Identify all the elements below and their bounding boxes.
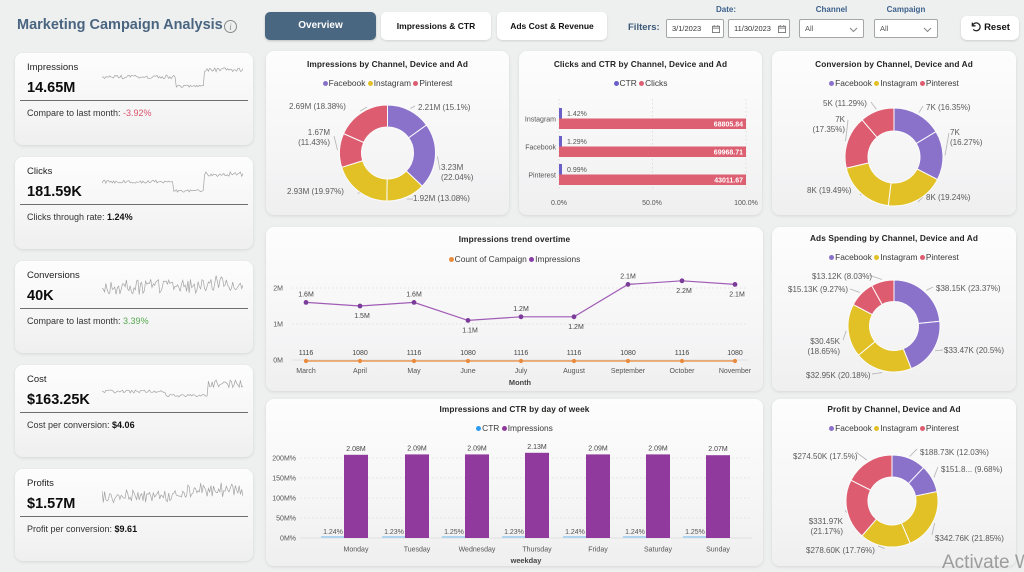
svg-text:Wednesday: Wednesday bbox=[459, 547, 496, 554]
svg-text:0.0%: 0.0% bbox=[551, 200, 567, 207]
svg-text:1.5M: 1.5M bbox=[354, 313, 370, 320]
svg-text:50.0%: 50.0% bbox=[642, 200, 662, 207]
svg-text:weekday: weekday bbox=[510, 556, 543, 565]
svg-text:1116: 1116 bbox=[299, 350, 314, 357]
svg-text:1116: 1116 bbox=[407, 350, 422, 357]
svg-text:0.99%: 0.99% bbox=[567, 167, 587, 174]
svg-text:1.23%: 1.23% bbox=[504, 529, 524, 536]
svg-text:May: May bbox=[407, 368, 421, 375]
svg-text:0M: 0M bbox=[273, 358, 283, 365]
svg-text:100.0%: 100.0% bbox=[734, 200, 758, 207]
svg-text:2.08M: 2.08M bbox=[346, 446, 366, 453]
svg-text:1.25%: 1.25% bbox=[444, 529, 464, 536]
svg-text:2.09M: 2.09M bbox=[407, 445, 427, 452]
svg-text:100M%: 100M% bbox=[272, 496, 296, 503]
svg-text:1.24%: 1.24% bbox=[323, 529, 343, 536]
svg-text:200M%: 200M% bbox=[272, 456, 296, 463]
svg-text:1.2M: 1.2M bbox=[513, 306, 529, 313]
svg-text:1.6M: 1.6M bbox=[298, 291, 314, 298]
svg-text:Month: Month bbox=[509, 378, 532, 387]
svg-text:0M%: 0M% bbox=[280, 536, 296, 543]
svg-text:50M%: 50M% bbox=[276, 516, 296, 523]
svg-text:1080: 1080 bbox=[620, 350, 636, 357]
svg-text:1080: 1080 bbox=[352, 350, 368, 357]
svg-text:150M%: 150M% bbox=[272, 476, 296, 483]
svg-text:1.2M: 1.2M bbox=[568, 324, 584, 331]
svg-text:June: June bbox=[460, 368, 475, 375]
svg-text:August: August bbox=[563, 368, 585, 375]
svg-text:2.09M: 2.09M bbox=[588, 445, 608, 452]
svg-text:43011.67: 43011.67 bbox=[714, 178, 743, 185]
svg-text:1080: 1080 bbox=[727, 350, 743, 357]
svg-text:1.25%: 1.25% bbox=[685, 529, 705, 536]
svg-text:1.24%: 1.24% bbox=[565, 529, 585, 536]
svg-text:April: April bbox=[353, 368, 367, 375]
svg-text:1.23%: 1.23% bbox=[384, 529, 404, 536]
svg-text:2.13M: 2.13M bbox=[527, 444, 547, 451]
svg-text:Saturday: Saturday bbox=[644, 547, 673, 554]
svg-text:1116: 1116 bbox=[514, 350, 529, 357]
svg-text:March: March bbox=[296, 368, 316, 375]
svg-text:1.42%: 1.42% bbox=[567, 111, 587, 118]
svg-text:Facebook: Facebook bbox=[525, 145, 556, 152]
svg-text:November: November bbox=[719, 368, 752, 375]
svg-text:2.2M: 2.2M bbox=[676, 288, 692, 295]
svg-text:Friday: Friday bbox=[588, 547, 608, 554]
svg-text:2.09M: 2.09M bbox=[467, 445, 487, 452]
svg-text:1.24%: 1.24% bbox=[625, 529, 645, 536]
svg-text:October: October bbox=[670, 368, 696, 375]
svg-text:2.07M: 2.07M bbox=[708, 446, 728, 453]
svg-text:September: September bbox=[611, 368, 646, 375]
svg-text:1M: 1M bbox=[273, 322, 283, 329]
svg-text:Instagram: Instagram bbox=[525, 117, 556, 124]
svg-text:July: July bbox=[515, 368, 528, 375]
svg-text:Monday: Monday bbox=[344, 547, 369, 554]
svg-text:2.09M: 2.09M bbox=[648, 445, 668, 452]
svg-text:1116: 1116 bbox=[567, 350, 582, 357]
svg-text:1.1M: 1.1M bbox=[462, 327, 478, 334]
svg-text:2M: 2M bbox=[273, 286, 283, 293]
svg-text:2.1M: 2.1M bbox=[620, 273, 636, 280]
svg-text:Sunday: Sunday bbox=[706, 547, 730, 554]
svg-text:69968.71: 69968.71 bbox=[714, 150, 743, 157]
svg-text:Thursday: Thursday bbox=[522, 547, 552, 554]
svg-text:2.1M: 2.1M bbox=[729, 291, 745, 298]
svg-text:Pinterest: Pinterest bbox=[528, 173, 556, 180]
svg-text:1.6M: 1.6M bbox=[406, 291, 422, 298]
svg-text:1080: 1080 bbox=[460, 350, 476, 357]
svg-text:1.29%: 1.29% bbox=[567, 139, 587, 146]
svg-text:68805.84: 68805.84 bbox=[714, 122, 743, 129]
svg-text:1116: 1116 bbox=[675, 350, 690, 357]
svg-text:Tuesday: Tuesday bbox=[404, 547, 431, 554]
